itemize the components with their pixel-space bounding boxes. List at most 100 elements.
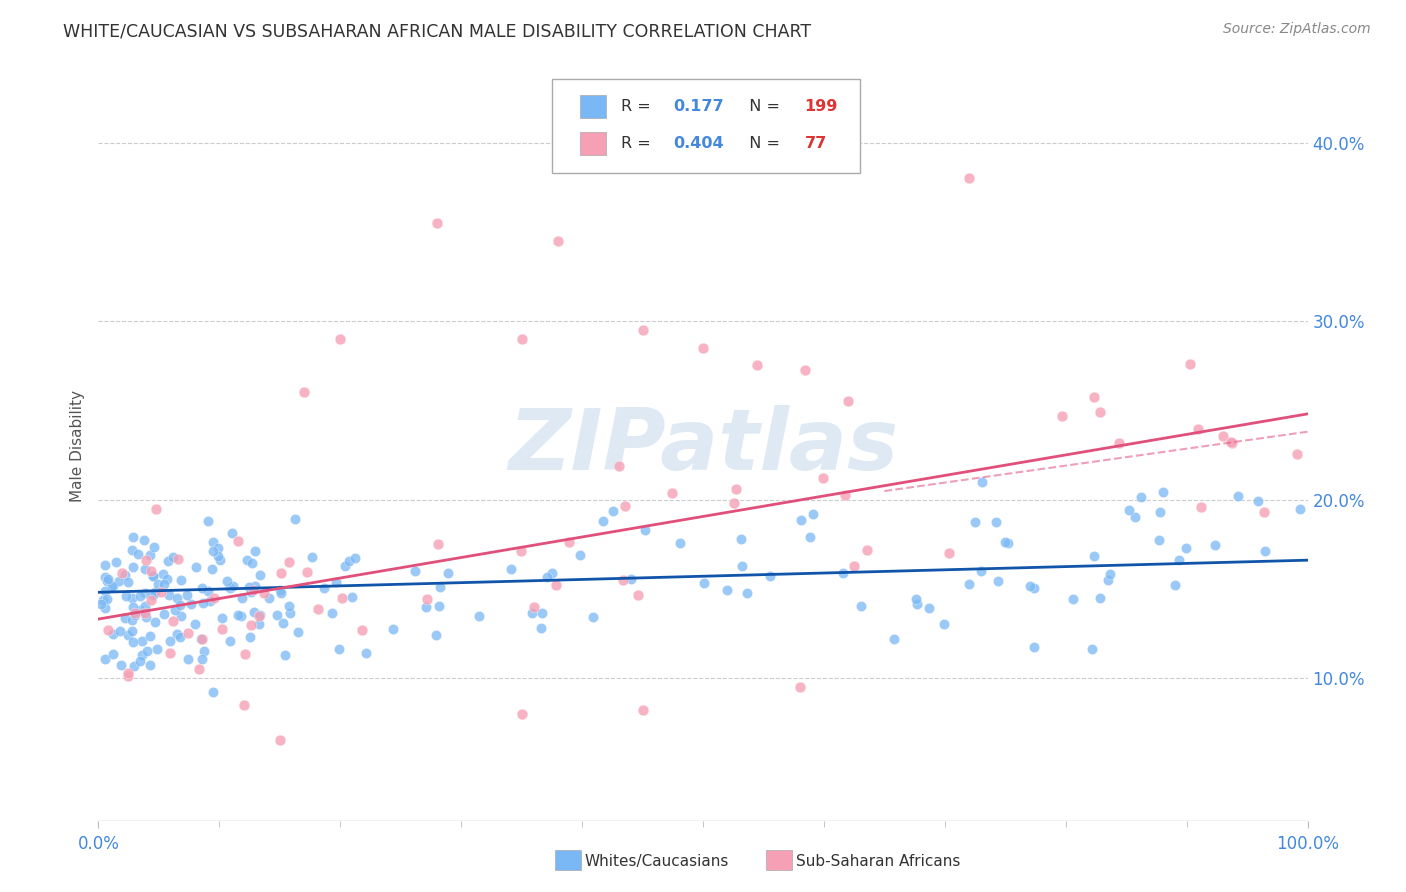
Point	[918, 601, 941, 615]
Point	[198, 594, 221, 608]
Point	[114, 611, 136, 625]
Point	[94, 601, 117, 615]
Point	[165, 603, 187, 617]
Point	[180, 597, 202, 611]
Point	[146, 576, 169, 591]
Point	[122, 659, 145, 673]
Text: 77: 77	[804, 136, 827, 152]
Point	[177, 625, 200, 640]
Point	[277, 555, 299, 569]
Point	[111, 566, 134, 580]
Point	[987, 574, 1010, 588]
Point	[122, 530, 145, 544]
Point	[143, 615, 166, 629]
Point	[723, 496, 745, 510]
Text: R =: R =	[621, 136, 655, 152]
Text: R =: R =	[621, 99, 655, 114]
Point	[271, 616, 294, 631]
Point	[307, 601, 329, 615]
Point	[1247, 494, 1270, 508]
Point	[240, 557, 263, 571]
Point	[233, 647, 256, 661]
Point	[124, 607, 146, 622]
Point	[352, 623, 374, 637]
Point	[243, 605, 266, 619]
Point	[197, 515, 219, 529]
Point	[569, 549, 592, 563]
Point	[202, 591, 225, 605]
Point	[232, 698, 254, 712]
Point	[142, 569, 165, 583]
Point	[240, 584, 263, 599]
Point	[270, 566, 292, 581]
Point	[139, 592, 162, 607]
Point	[837, 394, 859, 409]
Point	[142, 588, 165, 602]
Point	[247, 616, 270, 631]
Point	[104, 555, 127, 569]
Point	[190, 652, 212, 666]
Point	[1022, 582, 1045, 596]
Point	[197, 584, 219, 599]
Point	[166, 591, 188, 606]
Point	[249, 568, 271, 582]
Point	[153, 577, 176, 591]
Point	[851, 599, 873, 613]
Point	[93, 593, 115, 607]
Point	[883, 632, 905, 646]
Point	[297, 565, 319, 579]
Point	[905, 597, 928, 611]
Point	[1254, 544, 1277, 558]
Point	[121, 542, 143, 557]
Point	[139, 549, 162, 563]
Point	[1253, 505, 1275, 519]
Point	[1108, 436, 1130, 450]
Point	[219, 634, 242, 648]
Point	[143, 584, 166, 599]
Point	[1174, 541, 1197, 555]
Point	[211, 611, 233, 625]
Point	[287, 624, 309, 639]
Point	[169, 630, 191, 644]
Point	[129, 654, 152, 668]
Point	[90, 597, 112, 611]
Point	[832, 566, 855, 581]
Point	[159, 646, 181, 660]
Point	[789, 513, 811, 527]
Point	[177, 652, 200, 666]
Point	[997, 535, 1019, 549]
Point	[692, 341, 714, 355]
Point	[592, 514, 614, 528]
Point	[510, 544, 533, 558]
Point	[222, 579, 245, 593]
Point	[536, 570, 558, 584]
Point	[135, 553, 157, 567]
Text: Source: ZipAtlas.com: Source: ZipAtlas.com	[1223, 22, 1371, 37]
Point	[94, 558, 117, 572]
Point	[1168, 553, 1191, 567]
Point	[292, 385, 315, 400]
Point	[114, 567, 136, 582]
Point	[731, 558, 754, 573]
Point	[547, 234, 569, 248]
Point	[201, 562, 224, 576]
Point	[510, 706, 533, 721]
Point	[1123, 509, 1146, 524]
Point	[1178, 357, 1201, 371]
Point	[121, 591, 143, 605]
Point	[634, 523, 657, 537]
Point	[136, 643, 159, 657]
Point	[1080, 641, 1102, 656]
Point	[801, 507, 824, 521]
Point	[153, 607, 176, 621]
Point	[970, 564, 993, 578]
Point	[1097, 573, 1119, 587]
Point	[159, 634, 181, 648]
Point	[1088, 404, 1111, 418]
Point	[329, 332, 352, 346]
Point	[242, 583, 264, 598]
Point	[122, 559, 145, 574]
Point	[1187, 422, 1209, 436]
Text: Sub-Saharan Africans: Sub-Saharan Africans	[796, 855, 960, 869]
Point	[190, 632, 212, 647]
